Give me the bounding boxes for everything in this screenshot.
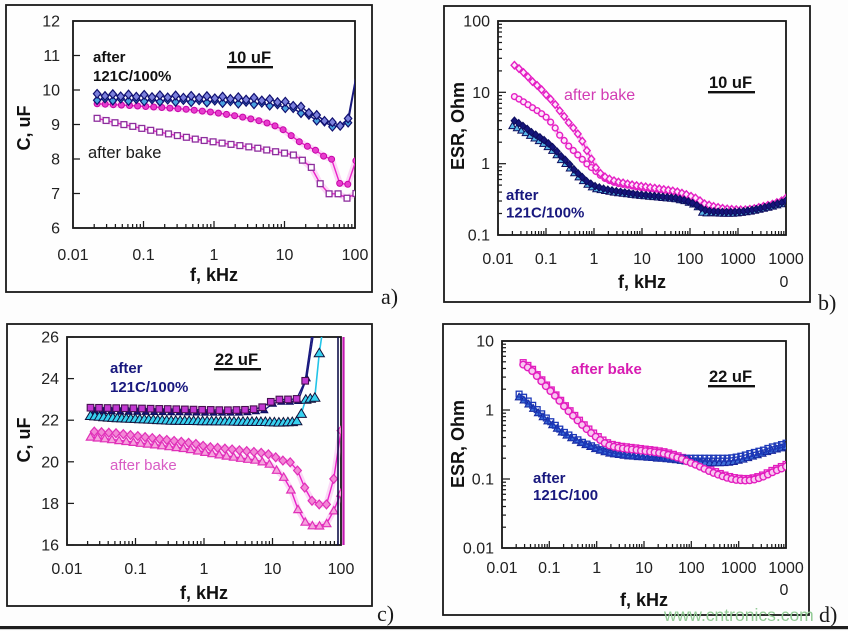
- svg-text:0.01: 0.01: [57, 247, 88, 264]
- svg-text:1: 1: [590, 251, 599, 268]
- svg-text:f, kHz: f, kHz: [620, 590, 668, 610]
- svg-text:after bake: after bake: [110, 457, 177, 474]
- svg-text:6: 6: [51, 221, 60, 238]
- svg-text:100: 100: [677, 251, 704, 268]
- svg-text:11: 11: [43, 48, 60, 65]
- svg-text:ESR, Ohm: ESR, Ohm: [448, 82, 468, 170]
- svg-text:0: 0: [780, 274, 789, 291]
- svg-text:10: 10: [635, 560, 653, 577]
- svg-text:ESR, Ohm: ESR, Ohm: [448, 400, 468, 488]
- svg-text:121C/100%: 121C/100%: [506, 205, 584, 222]
- svg-text:1: 1: [485, 403, 494, 420]
- svg-text:0.01: 0.01: [482, 251, 513, 268]
- svg-text:100: 100: [342, 247, 369, 264]
- svg-text:after: after: [533, 470, 566, 487]
- svg-text:1000: 1000: [768, 251, 804, 268]
- svg-text:1: 1: [592, 560, 601, 577]
- svg-text:a): a): [381, 284, 398, 309]
- svg-text:1000: 1000: [721, 560, 757, 577]
- svg-text:0.1: 0.1: [468, 228, 490, 245]
- svg-text:www.cntronics.com: www.cntronics.com: [663, 605, 814, 625]
- svg-text:10: 10: [472, 85, 490, 102]
- svg-text:f, kHz: f, kHz: [618, 272, 666, 292]
- svg-text:7: 7: [51, 186, 60, 203]
- svg-text:1: 1: [481, 156, 490, 173]
- svg-text:26: 26: [41, 330, 59, 347]
- svg-text:9: 9: [51, 117, 60, 134]
- svg-text:100: 100: [463, 14, 490, 31]
- svg-text:0.1: 0.1: [538, 560, 560, 577]
- svg-text:0.1: 0.1: [132, 247, 154, 264]
- svg-text:121C/100%: 121C/100%: [93, 68, 171, 85]
- svg-text:16: 16: [41, 538, 59, 555]
- svg-text:12: 12: [42, 14, 60, 31]
- svg-text:24: 24: [41, 371, 59, 388]
- svg-text:22 uF: 22 uF: [709, 368, 752, 386]
- svg-text:10 uF: 10 uF: [709, 74, 752, 92]
- svg-text:10: 10: [264, 561, 282, 578]
- svg-text:b): b): [818, 290, 836, 315]
- svg-text:f, kHz: f, kHz: [190, 265, 238, 285]
- svg-text:100: 100: [678, 560, 705, 577]
- svg-text:10: 10: [42, 83, 60, 100]
- svg-text:0.01: 0.01: [486, 560, 517, 577]
- svg-text:0: 0: [780, 582, 789, 599]
- svg-text:10 uF: 10 uF: [228, 49, 271, 67]
- svg-text:100: 100: [328, 561, 355, 578]
- svg-text:121C/100%: 121C/100%: [110, 379, 188, 396]
- svg-text:after bake: after bake: [88, 144, 161, 162]
- svg-text:after bake: after bake: [564, 87, 635, 104]
- svg-text:1: 1: [210, 247, 219, 264]
- svg-text:22: 22: [41, 413, 59, 430]
- svg-text:after bake: after bake: [571, 361, 642, 378]
- svg-text:after: after: [110, 360, 143, 377]
- svg-text:18: 18: [41, 496, 59, 513]
- svg-text:10: 10: [476, 334, 494, 351]
- svg-text:8: 8: [51, 152, 60, 169]
- svg-text:after: after: [506, 187, 539, 204]
- svg-text:10: 10: [276, 247, 294, 264]
- svg-text:1000: 1000: [768, 560, 804, 577]
- svg-text:C, uF: C, uF: [14, 418, 34, 463]
- svg-text:121C/100: 121C/100: [533, 487, 598, 504]
- svg-text:22 uF: 22 uF: [215, 351, 258, 369]
- svg-text:20: 20: [41, 454, 59, 471]
- svg-text:10: 10: [633, 251, 651, 268]
- svg-text:0.1: 0.1: [535, 251, 557, 268]
- svg-text:0.01: 0.01: [51, 561, 82, 578]
- svg-text:0.1: 0.1: [472, 472, 494, 489]
- svg-text:0.01: 0.01: [463, 541, 494, 558]
- svg-text:f, kHz: f, kHz: [180, 583, 228, 603]
- svg-text:0.1: 0.1: [124, 561, 146, 578]
- svg-text:1000: 1000: [720, 251, 756, 268]
- svg-text:1: 1: [200, 561, 209, 578]
- svg-text:C, uF: C, uF: [14, 106, 34, 151]
- svg-text:after: after: [93, 49, 126, 66]
- svg-text:d): d): [819, 602, 837, 627]
- svg-text:c): c): [377, 601, 394, 626]
